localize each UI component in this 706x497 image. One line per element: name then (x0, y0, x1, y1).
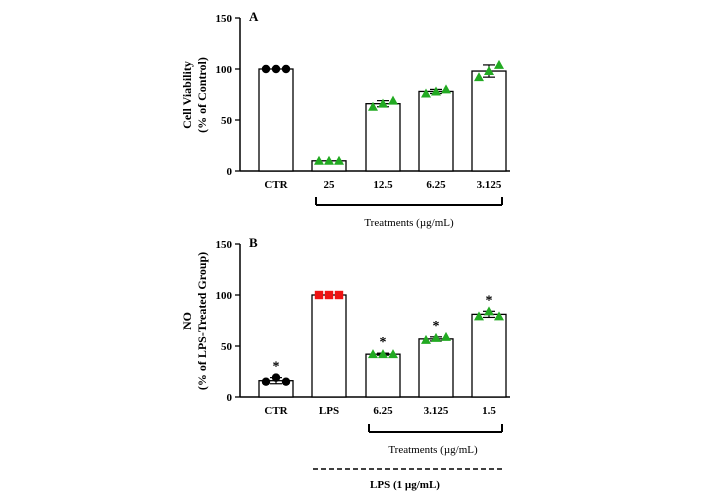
data-point-triangle (441, 84, 451, 94)
y-tick-label: 50 (221, 115, 233, 127)
data-point-square (334, 290, 344, 300)
data-point-triangle (368, 349, 378, 359)
data-point-triangle (474, 72, 484, 82)
data-point-triangle (494, 59, 504, 69)
category-label: 1.5 (482, 405, 496, 417)
data-point-triangle (334, 155, 344, 165)
category-label: LPS (319, 405, 339, 417)
y-tick-label: 150 (216, 239, 233, 251)
data-point-triangle (378, 98, 388, 108)
category-label: 6.25 (373, 405, 393, 417)
y-tick-label: 100 (216, 64, 233, 76)
panel-a-y-ticks: 0 50 100 150 (216, 13, 240, 178)
bar-3.125 (471, 70, 507, 172)
lps-label: LPS (1 µg/mL) (370, 479, 440, 491)
category-label: 3.125 (424, 405, 449, 417)
panel-a-bars (258, 68, 507, 172)
panel-b-bracket-label: Treatments (µg/mL) (388, 444, 478, 456)
data-point-triangle (368, 101, 378, 111)
bar-LPS (311, 294, 347, 398)
data-point-triangle (388, 95, 398, 105)
panel-b-y-axis-title-line1: NO (180, 312, 194, 330)
category-label: CTR (264, 179, 288, 191)
data-point-triangle (314, 155, 324, 165)
category-label: 25 (324, 179, 336, 191)
data-point-triangle (474, 311, 484, 321)
panel-a-category-labels: CTR 25 12.5 6.25 3.125 (264, 179, 501, 191)
panel-b-y-axis-title-line2: (% of LPS-Treated Group) (195, 252, 209, 390)
panel-b-bars (258, 294, 507, 398)
data-point-triangle (378, 349, 388, 359)
category-label: 12.5 (373, 179, 393, 191)
data-point-triangle (431, 332, 441, 342)
bar-12.5 (365, 103, 401, 172)
panel-b-category-labels: CTR LPS 6.25 3.125 1.5 (264, 405, 496, 417)
panel-a-treatments-bracket (315, 197, 503, 206)
data-point-circle (271, 64, 281, 74)
data-point-square (324, 290, 334, 300)
panel-a-bracket-label: Treatments (µg/mL) (364, 217, 454, 229)
data-point-triangle (484, 66, 494, 76)
data-point-circle (281, 377, 291, 386)
data-point-circle (281, 64, 291, 74)
panel-a-cell-viability: A Cell Viability (% of Control) 0 50 100 15… (180, 9, 510, 229)
y-tick-label: 0 (227, 166, 233, 178)
significance-star: * (433, 319, 440, 334)
data-point-circle (261, 377, 271, 386)
data-point-circle (261, 64, 271, 74)
data-point-triangle (324, 155, 334, 165)
category-label: 6.25 (426, 179, 446, 191)
panel-a-y-axis-title-line2: (% of Control) (195, 57, 209, 133)
y-tick-label: 100 (216, 290, 233, 302)
y-tick-label: 50 (221, 341, 233, 353)
data-point-triangle (441, 331, 451, 341)
data-point-circle (271, 373, 281, 382)
data-point-triangle (431, 86, 441, 96)
data-point-triangle (421, 88, 431, 98)
panel-a-letter: A (249, 9, 259, 24)
panel-b-significance-stars: * * * * (273, 293, 493, 374)
data-point-triangle (421, 334, 431, 344)
panel-b-points (261, 290, 504, 386)
panel-a-y-axis-title-line1: Cell Viability (180, 61, 194, 129)
panel-b-y-ticks: 0 50 100 150 (216, 239, 240, 404)
panel-b-treatments-bracket (368, 424, 503, 433)
data-point-triangle (484, 306, 494, 316)
y-tick-label: 150 (216, 13, 233, 25)
bar-3.125 (418, 338, 454, 398)
data-point-triangle (388, 349, 398, 359)
category-label: CTR (264, 405, 288, 417)
panel-b-nitric-oxide: B NO (% of LPS-Treated Group) 050100150 … (180, 235, 510, 491)
bar-6.25 (365, 353, 401, 398)
panel-a-points (261, 59, 504, 165)
significance-star: * (486, 293, 493, 308)
data-point-square (314, 290, 324, 300)
panel-b-letter: B (249, 235, 258, 250)
data-point-triangle (494, 311, 504, 321)
bar-CTR (258, 68, 294, 172)
bar-1.5 (471, 313, 507, 398)
y-tick-label: 0 (227, 392, 233, 404)
significance-star: * (273, 360, 280, 375)
bar-6.25 (418, 90, 454, 172)
significance-star: * (380, 335, 387, 350)
category-label: 3.125 (477, 179, 502, 191)
